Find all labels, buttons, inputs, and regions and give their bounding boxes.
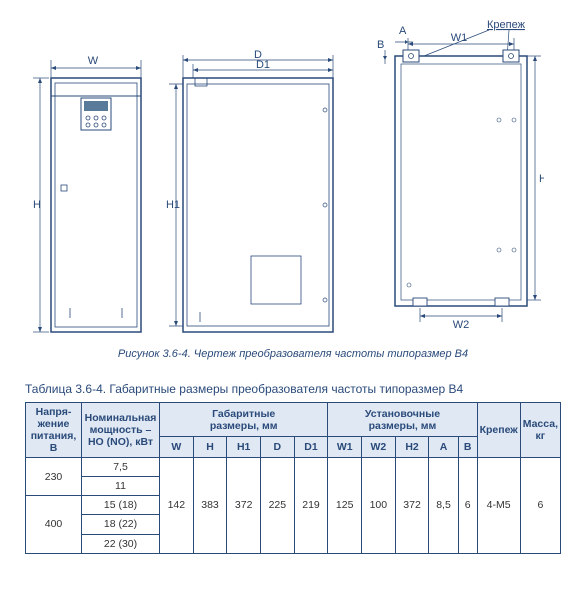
hdr-A: A [429,437,458,458]
fastener-label: Крепеж [487,20,526,31]
hdr-W1: W1 [328,437,362,458]
dim-A-label: A [399,25,407,37]
cell-H2: 372 [395,458,429,553]
cell-H1: 372 [227,458,261,553]
cell-H: 383 [193,458,227,553]
hdr-mounting: Установочныеразмеры, мм [328,403,477,437]
table-title: Таблица 3.6-4. Габаритные размеры преобр… [25,382,561,396]
back-view: Крепеж A B W1 [359,20,544,340]
front-view: W H [25,50,153,340]
dimensions-table: Напря-жениепитания, В Номинальнаямощност… [25,402,561,554]
cell-mass: 6 [520,458,560,553]
hdr-W: W [160,437,194,458]
cell-power: 22 (30) [82,534,160,553]
cell-D1: 219 [294,458,328,553]
hdr-fastener: Крепеж [477,403,520,458]
dim-H-label: H [33,199,41,211]
hdr-voltage: Напря-жениепитания, В [26,403,82,458]
dim-W1-label: W1 [451,32,468,44]
hdr-D1: D1 [294,437,328,458]
cell-power: 11 [82,477,160,496]
hdr-W2: W2 [362,437,396,458]
cell-W2: 100 [362,458,396,553]
dim-D1-label: D1 [256,59,270,71]
dim-H1-label: H1 [166,199,180,211]
cell-voltage: 230 [26,458,82,496]
hdr-H: H [193,437,227,458]
cell-W: 142 [160,458,194,553]
cell-W1: 125 [328,458,362,553]
side-view: D D1 H1 [165,50,347,340]
hdr-H1: H1 [227,437,261,458]
hdr-H2: H2 [395,437,429,458]
cell-power: 18 (22) [82,515,160,534]
hdr-mass: Масса,кг [520,403,560,458]
hdr-power: Номинальнаямощность –HO (NO), кВт [82,403,160,458]
hdr-B: B [458,437,477,458]
dim-W-label: W [88,55,99,67]
cell-B: 6 [458,458,477,553]
cell-A: 8,5 [429,458,458,553]
table-row: 2307,51423833722252191251003728,564-M56 [26,458,561,477]
cell-power: 15 (18) [82,496,160,515]
figure-caption: Рисунок 3.6-4. Чертеж преобразователя ча… [25,348,561,360]
hdr-D: D [261,437,295,458]
dim-H2-label: H2 [539,173,544,185]
technical-drawings: W H [25,20,561,340]
dim-W2-label: W2 [453,319,470,331]
hdr-overall: Габаритныеразмеры, мм [160,403,328,437]
cell-D: 225 [261,458,295,553]
cell-power: 7,5 [82,458,160,477]
dim-B-label: B [377,39,384,51]
cell-voltage: 400 [26,496,82,553]
cell-fastener: 4-M5 [477,458,520,553]
